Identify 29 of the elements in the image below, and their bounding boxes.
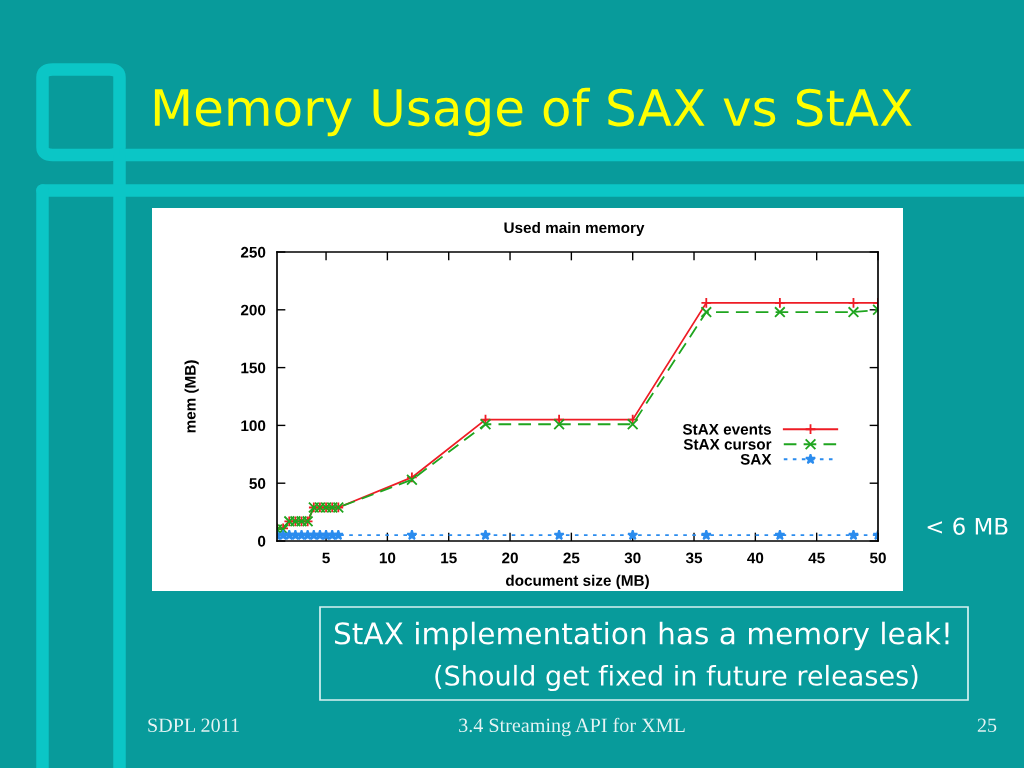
y-tick-label: 250	[240, 246, 266, 258]
x-tick-label: 45	[808, 552, 825, 564]
legend-label: SAX	[740, 453, 772, 465]
x-tick-label: 35	[685, 552, 703, 564]
text: StAX implementation has a memory leak!	[334, 621, 949, 651]
legend-label: StAX events	[682, 423, 771, 435]
x-tick-label: 40	[747, 552, 764, 564]
text: 3.4 Streaming API for XML	[459, 717, 685, 737]
x-axis-title: document size (MB)	[505, 574, 649, 589]
x-tick-label: 50	[869, 552, 886, 564]
chart-subtitle: Used main memory	[504, 221, 645, 237]
x-tick-label: 5	[322, 552, 330, 564]
x-tick-label: 15	[441, 552, 457, 564]
text: 25	[977, 718, 997, 733]
x-tick-label: 30	[624, 552, 641, 564]
chart-title: Memory Usage of SAX vs StAX	[154, 87, 912, 137]
x-tick-label: 20	[502, 552, 518, 564]
y-tick-label: 200	[240, 304, 266, 316]
x-tick-label: 10	[379, 552, 396, 564]
y-tick-label: 0	[258, 535, 266, 547]
text: (Should get fixed in future releases)	[435, 664, 918, 692]
legend-label: StAX cursor	[683, 438, 772, 450]
y-tick-label: 50	[249, 478, 266, 489]
y-tick-label: 150	[241, 362, 266, 374]
y-tick-label: 100	[241, 420, 266, 432]
annotation: < 6 MB	[927, 517, 1008, 535]
x-tick-label: 25	[563, 552, 580, 564]
text: SDPL 2011	[148, 718, 239, 733]
y-axis-title: mem (MB)	[184, 360, 199, 433]
